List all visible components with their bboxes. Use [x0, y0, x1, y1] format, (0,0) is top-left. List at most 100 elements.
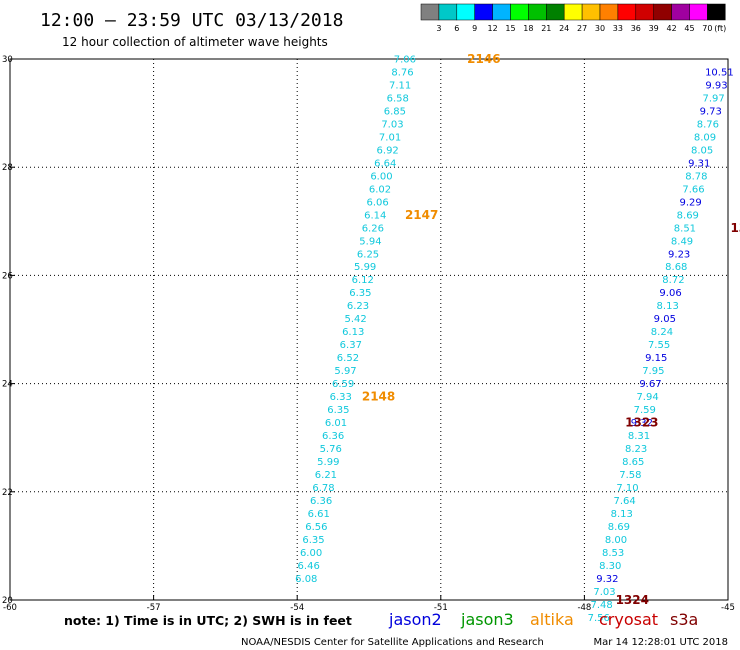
x-tick-label: -51	[434, 603, 448, 613]
colorbar-label: 3	[436, 24, 441, 33]
colorbar-label: 12	[488, 24, 498, 33]
pass-number-label: 2147	[405, 208, 438, 222]
wave-height-label: 7.55	[648, 340, 670, 351]
wave-height-label: 8.09	[694, 132, 716, 143]
y-tick-label: 26	[2, 271, 13, 281]
colorbar-label: 70	[702, 24, 712, 33]
x-tick-label: -54	[290, 603, 304, 613]
wave-height-label: 8.69	[677, 210, 699, 221]
wave-height-label: 8.24	[651, 327, 673, 338]
colorbar-label: 24	[559, 24, 569, 33]
colorbar-swatch	[492, 3, 511, 21]
colorbar-label: 33	[613, 24, 623, 33]
wave-height-label: 8.23	[625, 444, 647, 455]
wave-height-label: 8.49	[671, 236, 693, 247]
legend-altika: altika	[530, 610, 574, 629]
colorbar-label: 42	[667, 24, 677, 33]
wave-height-label: 9.73	[700, 106, 722, 117]
wave-height-label: 7.97	[703, 93, 725, 104]
wave-height-label: 8.31	[628, 431, 650, 442]
colorbar-swatch	[528, 3, 547, 21]
wave-height-label: 7.10	[616, 483, 638, 494]
y-tick-label: 30	[2, 55, 13, 65]
x-tick-label: -45	[721, 603, 735, 613]
wave-height-label: 7.11	[389, 80, 411, 91]
wave-height-label: 9.23	[668, 249, 690, 260]
wave-height-label: 8.30	[599, 561, 621, 572]
wave-height-label: 6.37	[340, 340, 362, 351]
wave-height-label: 9.67	[639, 379, 661, 390]
colorbar-swatch	[617, 3, 637, 21]
colorbar-swatch	[510, 3, 529, 21]
wave-height-label: 9.93	[705, 80, 727, 91]
wave-height-label: 6.14	[364, 210, 386, 221]
wave-height-label: 6.58	[387, 93, 409, 104]
wave-height-label: 6.46	[298, 561, 320, 572]
wave-height-label: 6.08	[295, 574, 317, 585]
colorbar-swatch	[581, 3, 601, 21]
colorbar-swatch	[635, 3, 654, 21]
colorbar-swatch	[474, 3, 493, 21]
wave-height-label: 8.65	[622, 457, 644, 468]
wave-height-label: 5.94	[359, 236, 381, 247]
wave-height-label: 8.05	[691, 145, 713, 156]
wave-height-label: 9.05	[654, 314, 676, 325]
wave-height-label: 10.51	[705, 67, 734, 78]
footer-credit: NOAA/NESDIS Center for Satellite Applica…	[241, 637, 544, 648]
colorbar-label: 45	[684, 24, 694, 33]
wave-height-label: 6.52	[337, 353, 359, 364]
y-tick-label: 24	[2, 380, 13, 390]
wave-height-label: 7.59	[634, 405, 656, 416]
chart-subtitle: 12 hour collection of altimeter wave hei…	[62, 35, 328, 49]
colorbar-label: 27	[577, 24, 587, 33]
colorbar-label: 21	[541, 24, 551, 33]
wave-height-label: 7.03	[381, 119, 403, 130]
colorbar-swatch	[563, 3, 583, 21]
wave-height-label: 5.97	[334, 366, 356, 377]
wave-height-label: 7.95	[642, 366, 664, 377]
x-tick-label: -60	[3, 603, 17, 613]
legend-jason3: jason3	[460, 610, 514, 629]
wave-height-label: 7.58	[619, 470, 641, 481]
pass-labels: 2146 2147 2148 1322 1323 1324	[362, 52, 740, 607]
pass-number-label: 1323	[625, 416, 658, 430]
wave-height-label: 8.68	[665, 262, 687, 273]
pass-number-label: 2146	[467, 52, 500, 66]
wave-height-label: 8.13	[611, 509, 633, 520]
colorbar-label: 6	[454, 24, 459, 33]
x-tick-label: -57	[147, 603, 161, 613]
legend-jason2: jason2	[388, 610, 442, 629]
wave-height-label: 6.21	[315, 470, 337, 481]
colorbar-label: 30	[595, 24, 605, 33]
pass-number-label: 2148	[362, 390, 395, 404]
wave-height-label: 5.99	[317, 457, 339, 468]
y-tick-label: 22	[2, 488, 13, 498]
wave-height-label: 6.59	[332, 379, 354, 390]
wave-height-label: 6.02	[369, 184, 391, 195]
colorbar-swatch	[456, 3, 475, 21]
wave-height-label: 6.00	[370, 171, 392, 182]
wave-height-label: 6.23	[347, 301, 369, 312]
colorbar: 3 6 9 12 15 18 21 24 27 30 33 36 39 42 45 70 (ft)	[420, 3, 726, 33]
wave-height-label: 9.15	[645, 353, 667, 364]
wave-height-label: 5.42	[344, 314, 366, 325]
wave-height-label: 9.32	[596, 574, 618, 585]
legend-s3a: s3a	[670, 610, 698, 629]
wave-height-label: 9.06	[659, 288, 681, 299]
colorbar-swatch	[671, 3, 690, 21]
wave-height-label: 6.61	[308, 509, 330, 520]
wave-height-label: 6.36	[322, 431, 344, 442]
wave-height-label: 6.35	[302, 535, 324, 546]
wave-height-label: 8.78	[685, 171, 707, 182]
wave-height-label: 7.48	[590, 600, 612, 611]
colorbar-swatch	[546, 3, 565, 21]
wave-height-label: 6.78	[312, 483, 334, 494]
colorbar-label: 9	[472, 24, 477, 33]
wave-height-label: 6.56	[305, 522, 327, 533]
colorbar-unit: (ft)	[714, 24, 726, 33]
wave-height-label: 7.06	[394, 55, 416, 66]
wave-height-label: 5.76	[320, 444, 342, 455]
wave-height-label: 9.32	[631, 418, 653, 429]
wave-height-label: 6.25	[357, 249, 379, 260]
